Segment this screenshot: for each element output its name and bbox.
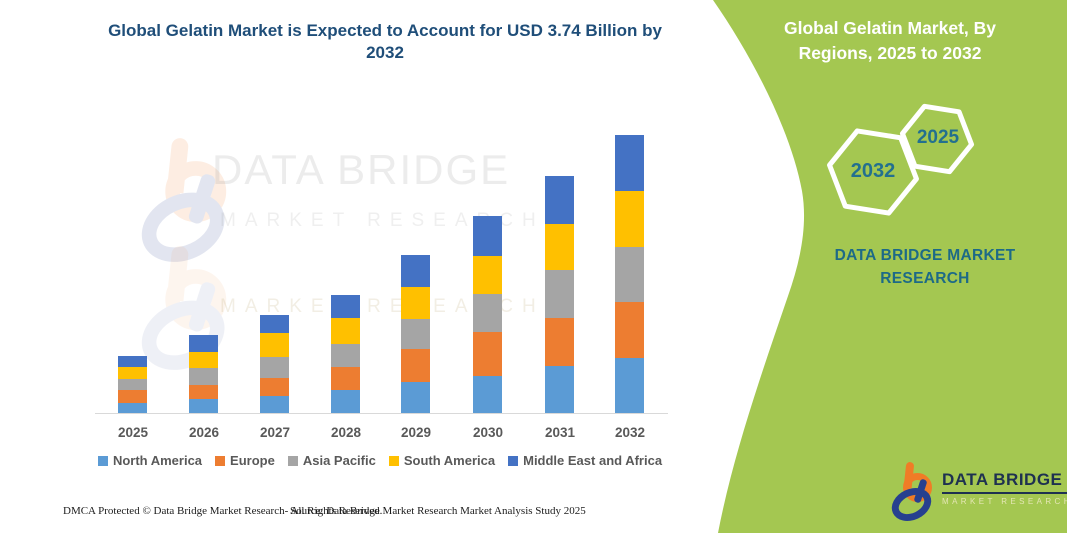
bar-segment-asia-pacific: [189, 368, 218, 385]
bar-segment-europe: [118, 390, 147, 403]
bar-segment-middle-east-and-africa: [615, 135, 644, 191]
legend-item-south-america: South America: [388, 453, 496, 468]
footer-copyright: DMCA Protected © Data Bridge Market Rese…: [63, 505, 383, 517]
bar-segment-asia-pacific: [615, 247, 644, 302]
legend-label: North America: [112, 453, 203, 468]
x-axis-label-2028: 2028: [330, 425, 362, 440]
hexagon-year-2032: 2032: [850, 160, 896, 182]
stacked-bar-2032: [615, 135, 644, 414]
stacked-bar-2028: [331, 295, 360, 414]
stacked-bar-2030: [473, 216, 502, 414]
footer-source: Source: Data Bridge Market Research Mark…: [290, 505, 586, 517]
x-axis-label-2031: 2031: [544, 425, 576, 440]
footer: DMCA Protected © Data Bridge Market Rese…: [0, 505, 690, 525]
x-axis-label-2030: 2030: [472, 425, 504, 440]
bar-segment-asia-pacific: [260, 357, 289, 378]
bar-segment-north-america: [260, 396, 289, 414]
bar-segment-asia-pacific: [473, 294, 502, 332]
company-logo: DATA BRIDGE MARKET RESEARCH: [886, 461, 1067, 528]
bar-segment-north-america: [401, 382, 430, 414]
bar-segment-europe: [189, 385, 218, 399]
bar-segment-north-america: [189, 399, 218, 414]
legend-label: Middle East and Africa: [523, 453, 663, 468]
stacked-bar-2026: [189, 335, 218, 414]
side-panel-heading: Global Gelatin Market, By Regions, 2025 …: [784, 18, 996, 63]
company-logo-icon: [886, 461, 937, 528]
logo-tagline: MARKET RESEARCH: [942, 497, 1067, 506]
bar-segment-asia-pacific: [401, 319, 430, 349]
bar-segment-europe: [545, 318, 574, 366]
bar-segment-europe: [615, 302, 644, 358]
bar-segment-middle-east-and-africa: [189, 335, 218, 352]
bar-segment-europe: [473, 332, 502, 376]
legend-label: Europe: [230, 453, 275, 468]
bar-segment-south-america: [331, 318, 360, 344]
brand-name-text: DATA BRIDGE MARKET RESEARCH: [834, 247, 1016, 287]
bar-segment-north-america: [615, 358, 644, 414]
stacked-bar-2031: [545, 176, 574, 414]
stacked-bar-2029: [401, 255, 430, 414]
legend-swatch-icon: [287, 455, 298, 466]
bar-segment-south-america: [189, 352, 218, 368]
bar-segment-middle-east-and-africa: [118, 356, 147, 367]
bar-segment-asia-pacific: [545, 270, 574, 318]
hexagon-year-2025: 2025: [916, 127, 960, 148]
bar-segment-south-america: [473, 256, 502, 294]
bar-segment-middle-east-and-africa: [401, 255, 430, 287]
bar-segment-middle-east-and-africa: [331, 295, 360, 318]
legend-swatch-icon: [388, 455, 399, 466]
bar-segment-north-america: [473, 376, 502, 414]
legend-item-europe: Europe: [215, 453, 275, 468]
bar-segment-europe: [331, 367, 360, 390]
bar-segment-europe: [260, 378, 289, 396]
x-axis-label-2029: 2029: [400, 425, 432, 440]
x-axis-labels: 2025 2026 2027 2028 2029 2030 2031 2032: [97, 425, 667, 443]
chart-title: Global Gelatin Market is Expected to Acc…: [108, 21, 662, 62]
legend-item-north-america: North America: [97, 453, 203, 468]
stacked-bar-2027: [260, 315, 289, 414]
bar-segment-south-america: [545, 224, 574, 270]
bar-segment-north-america: [118, 403, 147, 414]
bar-segment-south-america: [615, 191, 644, 247]
x-axis-line: [95, 413, 668, 414]
stacked-bar-chart: [97, 128, 667, 414]
logo-wordmark: DATA BRIDGE: [942, 470, 1067, 494]
x-axis-label-2032: 2032: [614, 425, 646, 440]
x-axis-label-2027: 2027: [259, 425, 291, 440]
x-axis-label-2025: 2025: [117, 425, 149, 440]
stacked-bar-2025: [118, 356, 147, 414]
legend-item-asia-pacific: Asia Pacific: [287, 453, 376, 468]
legend-swatch-icon: [97, 455, 108, 466]
legend-label: South America: [403, 453, 496, 468]
bar-segment-north-america: [545, 366, 574, 414]
legend-swatch-icon: [215, 455, 226, 466]
bar-segment-south-america: [118, 367, 147, 379]
bar-segment-middle-east-and-africa: [260, 315, 289, 333]
bar-segment-europe: [401, 349, 430, 382]
bar-segment-north-america: [331, 390, 360, 414]
bar-segment-south-america: [260, 333, 289, 357]
bar-segment-asia-pacific: [331, 344, 360, 367]
legend-label: Asia Pacific: [302, 453, 376, 468]
legend-item-middle-east-and-africa: Middle East and Africa: [508, 453, 662, 468]
bar-segment-south-america: [401, 287, 430, 319]
bar-segment-middle-east-and-africa: [545, 176, 574, 224]
legend-swatch-icon: [508, 455, 519, 466]
x-axis-label-2026: 2026: [188, 425, 220, 440]
bar-segment-middle-east-and-africa: [473, 216, 502, 256]
chart-legend: North America Europe Asia Pacific South Ame…: [80, 453, 680, 468]
bar-segment-asia-pacific: [118, 379, 147, 390]
